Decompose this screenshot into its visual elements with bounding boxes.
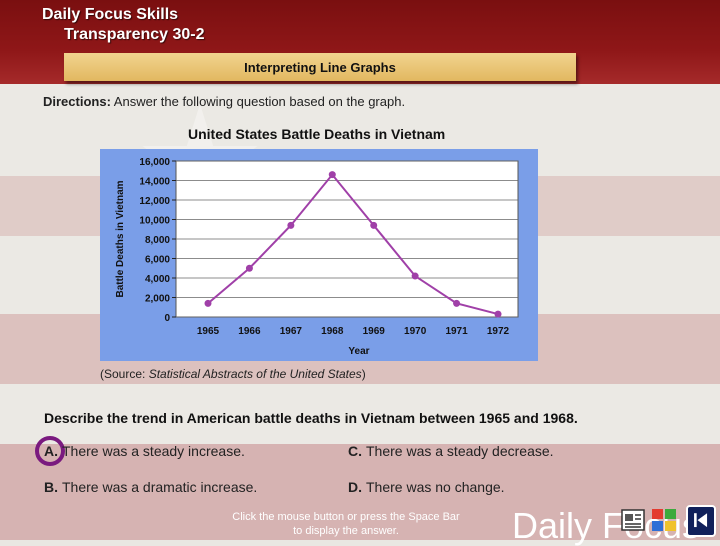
data-point: [370, 221, 378, 229]
y-tick-label: 12,000: [139, 196, 170, 207]
chart-source: (Source: Statistical Abstracts of the Un…: [100, 367, 366, 381]
source-suffix: ): [361, 367, 366, 381]
y-tick-label: 6,000: [145, 255, 170, 266]
page-title: Daily Focus Skills: [42, 6, 179, 23]
series-line: [207, 173, 499, 316]
x-tick-label: 1971: [445, 326, 468, 337]
answer-option-b[interactable]: B. There was a dramatic increase.: [44, 479, 257, 495]
skill-banner: Interpreting Line Graphs: [64, 53, 576, 81]
x-tick-label: 1969: [363, 326, 386, 337]
chart-title: United States Battle Deaths in Vietnam: [188, 126, 446, 142]
x-tick-label: 1972: [487, 326, 510, 337]
y-tick-label: 2,000: [145, 294, 170, 305]
data-point: [328, 171, 336, 179]
y-tick-label: 10,000: [139, 216, 170, 227]
x-tick-label: 1968: [321, 326, 344, 337]
data-point: [204, 299, 212, 307]
selection-circle: [35, 436, 65, 466]
answer-option-c[interactable]: C. There was a steady decrease.: [348, 443, 554, 459]
line-chart: 0 2,000 4,000 6,000 8,000 10,000 12,000 14,000 1…: [100, 149, 538, 361]
data-point: [494, 310, 502, 318]
data-point: [245, 264, 253, 272]
source-title: Statistical Abstracts of the United Stat…: [148, 367, 362, 381]
y-axis-label: Battle Deaths in Vietnam: [115, 180, 126, 297]
glencoe-logo-icon[interactable]: [650, 506, 680, 534]
answer-letter: B.: [44, 479, 58, 495]
directions-label: Directions:: [43, 94, 111, 109]
y-tick-label: 8,000: [145, 235, 170, 246]
answer-text: There was a dramatic increase.: [62, 479, 258, 495]
x-tick-label: 1965: [197, 326, 220, 337]
data-point: [453, 299, 461, 307]
directions: Directions: Answer the following questio…: [43, 94, 405, 109]
answer-text: There was no change.: [366, 479, 505, 495]
answer-option-a[interactable]: A. There was a steady increase.: [44, 443, 245, 459]
answer-letter: C.: [348, 443, 362, 459]
answer-letter: D.: [348, 479, 362, 495]
answer-option-d[interactable]: D. There was no change.: [348, 479, 505, 495]
answer-text: There was a steady decrease.: [366, 443, 554, 459]
x-tick-label: 1970: [404, 326, 427, 337]
question-text: Describe the trend in American battle de…: [44, 410, 578, 426]
newspaper-icon[interactable]: [619, 506, 649, 534]
y-tick-label: 16,000: [139, 157, 170, 168]
source-prefix: (Source:: [100, 367, 149, 381]
page-subtitle: Transparency 30-2: [64, 26, 205, 43]
x-tick-label: 1967: [280, 326, 303, 337]
x-tick-label: 1966: [238, 326, 261, 337]
directions-text: Answer the following question based on t…: [110, 94, 406, 109]
answer-letter: A.: [44, 443, 58, 459]
answer-text: There was a steady increase.: [62, 443, 245, 459]
y-tick-label: 4,000: [145, 274, 170, 285]
back-icon[interactable]: [686, 505, 716, 537]
flag-stripe: [0, 444, 720, 540]
y-tick-label: 0: [164, 313, 170, 324]
y-tick-label: 14,000: [139, 177, 170, 188]
instruction-hint: Click the mouse button or press the Spac…: [232, 511, 460, 537]
data-point: [287, 221, 295, 229]
data-point: [411, 272, 419, 280]
x-axis-label: Year: [348, 346, 369, 357]
